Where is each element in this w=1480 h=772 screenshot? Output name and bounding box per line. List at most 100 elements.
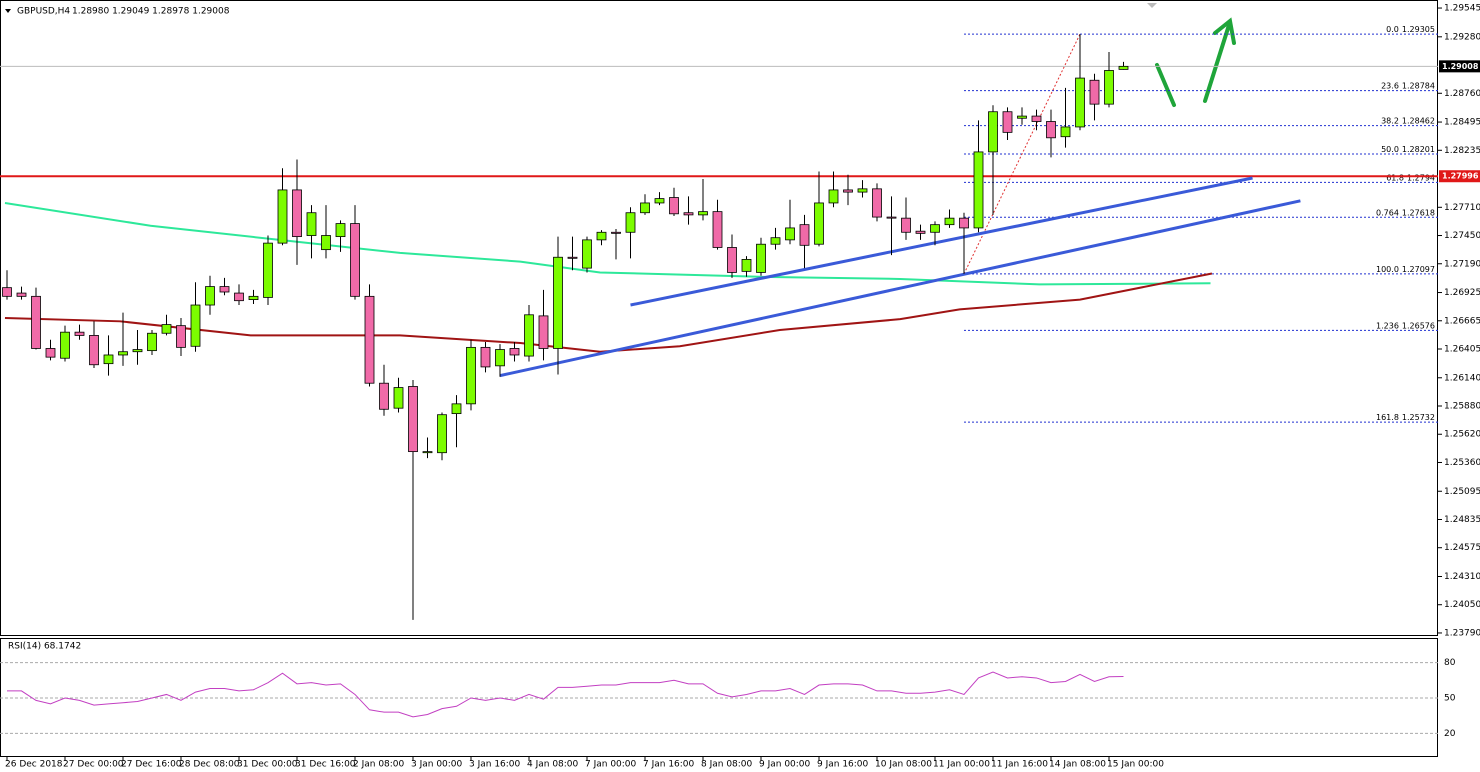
candle-body	[190, 304, 201, 347]
current-price-label: 1.29008	[1442, 62, 1479, 71]
candle-body	[480, 346, 491, 368]
candle-body	[915, 230, 926, 234]
fib-price: 1.25732	[1402, 413, 1435, 422]
candle-body	[683, 212, 694, 216]
candle-body	[2, 287, 12, 297]
candle-body	[321, 235, 331, 251]
candle-body	[712, 211, 723, 248]
candle-body	[335, 223, 346, 238]
x-tick-label: 2 Jan 08:00	[353, 760, 405, 770]
candle-body	[350, 223, 360, 297]
x-tick-label: 9 Jan 16:00	[817, 760, 869, 770]
candle-body	[408, 386, 418, 453]
y-tick-label: 1.27450	[1444, 231, 1480, 241]
x-tick-label: 15 Jan 00:00	[1107, 760, 1164, 770]
symbol: GBPUSD,H4	[17, 7, 70, 17]
y-tick-label: 1.23790	[1444, 628, 1480, 638]
fib-price: 1.27097	[1402, 264, 1435, 273]
fib-label: 61.8 1.2794	[1386, 173, 1435, 182]
fib-label: 23.6 1.28784	[1381, 81, 1435, 90]
candle-body	[219, 286, 230, 293]
candle-body	[422, 451, 433, 454]
y-tick-label: 1.24835	[1444, 515, 1480, 525]
fib-level-name: 23.6	[1381, 81, 1399, 90]
candle-body	[248, 295, 259, 300]
candle-body	[74, 331, 85, 336]
y-tick-label: 20	[1444, 729, 1456, 739]
y-tick-label: 1.27710	[1444, 203, 1480, 213]
arrow-up-leg	[1203, 23, 1231, 103]
candle-body	[306, 212, 317, 236]
y-tick-label: 1.28495	[1444, 118, 1480, 128]
candle-body	[1089, 79, 1100, 105]
candle-body	[857, 188, 868, 193]
x-tick-label: 27 Dec 16:00	[121, 760, 182, 770]
candle-body	[45, 348, 56, 358]
x-tick-label: 11 Jan 16:00	[991, 760, 1048, 770]
fib-price: 1.28784	[1402, 81, 1435, 90]
candle-body	[1002, 111, 1013, 133]
x-tick-label: 9 Jan 00:00	[759, 760, 811, 770]
candle-body	[1031, 115, 1042, 122]
candle-body	[31, 295, 41, 349]
candle-body	[1060, 126, 1071, 138]
y-tick-label: 1.25880	[1444, 402, 1480, 412]
candle-body	[277, 189, 288, 244]
quote: 1.28980 1.29049 1.28978 1.29008	[72, 7, 230, 17]
x-tick-label: 4 Jan 08:00	[527, 760, 579, 770]
y-tick-label: 1.29280	[1444, 32, 1480, 42]
fib-level-name: 50.0	[1381, 144, 1399, 153]
x-tick-label: 7 Jan 16:00	[643, 760, 695, 770]
y-tick-label: 1.24575	[1444, 543, 1480, 553]
candle-body	[161, 324, 172, 334]
fib-label: 100.0 1.27097	[1376, 264, 1435, 273]
rsi-title: RSI(14) 68.1742	[8, 642, 81, 652]
candle-body	[103, 354, 114, 365]
candle-body	[814, 202, 824, 245]
x-tick-label: 3 Jan 16:00	[469, 760, 521, 770]
candle-body	[451, 403, 462, 415]
candle-body	[1046, 121, 1056, 139]
candle-body	[785, 227, 795, 241]
candle-body	[611, 231, 621, 234]
candle-body	[364, 295, 375, 384]
x-tick-label: 8 Jan 08:00	[701, 760, 753, 770]
x-tick-label: 31 Dec 16:00	[295, 760, 356, 770]
y-tick-label: 80	[1444, 658, 1456, 668]
candle-body	[553, 256, 563, 349]
x-tick-label: 27 Dec 00:00	[63, 760, 124, 770]
candle-body	[89, 335, 99, 366]
x-tick-label: 14 Jan 08:00	[1049, 760, 1106, 770]
candle-body	[944, 217, 955, 226]
candle-body	[118, 351, 128, 356]
fib-label: 38.2 1.28462	[1381, 116, 1435, 125]
arrow-down-leg	[1155, 63, 1176, 107]
fib-level-name: 100.0	[1376, 264, 1399, 273]
x-tick-label: 11 Jan 00:00	[933, 760, 990, 770]
candle-body	[625, 212, 636, 233]
y-tick-label: 1.26925	[1444, 288, 1480, 298]
y-tick-label: 1.24310	[1444, 572, 1480, 582]
candle-body	[799, 224, 810, 246]
fib-price: 1.27618	[1402, 208, 1435, 217]
fib-label: 50.0 1.28201	[1381, 144, 1435, 153]
x-tick-label: 10 Jan 08:00	[875, 760, 932, 770]
candle-body	[1104, 70, 1114, 105]
candle-body	[147, 332, 157, 352]
fib-level-name: 1.236	[1376, 321, 1399, 330]
candle-body	[582, 239, 592, 269]
candle-body	[60, 331, 70, 359]
candle-body	[988, 111, 998, 153]
current-price-box	[1439, 60, 1480, 73]
x-tick-label: 28 Dec 08:00	[179, 760, 240, 770]
trend-line	[630, 176, 1253, 307]
candle-body	[640, 202, 650, 214]
y-tick-label: 1.25360	[1444, 458, 1480, 468]
x-tick-label: 26 Dec 2018	[5, 760, 63, 770]
fib-price: 1.2794	[1407, 173, 1435, 182]
candle-body	[828, 189, 839, 204]
fib-price: 1.26576	[1402, 321, 1435, 330]
candle-body	[741, 259, 752, 272]
candle-body	[669, 197, 679, 215]
